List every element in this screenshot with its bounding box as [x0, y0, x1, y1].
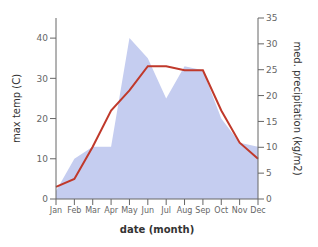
svg-text:Aug: Aug	[177, 206, 193, 215]
svg-text:Oct: Oct	[214, 206, 228, 215]
svg-text:med. precipitation (kg/m2): med. precipitation (kg/m2)	[292, 41, 303, 175]
svg-text:Jan: Jan	[49, 206, 62, 215]
svg-text:Apr: Apr	[104, 206, 119, 215]
svg-text:30: 30	[37, 74, 49, 84]
svg-text:25: 25	[266, 65, 277, 75]
svg-text:max temp (C): max temp (C)	[11, 74, 22, 143]
svg-text:15: 15	[266, 117, 277, 127]
svg-text:Mar: Mar	[85, 206, 101, 215]
svg-text:10: 10	[266, 142, 278, 152]
svg-text:0: 0	[42, 194, 48, 204]
svg-text:Jul: Jul	[160, 206, 171, 215]
svg-text:5: 5	[266, 168, 272, 178]
svg-text:20: 20	[266, 91, 278, 101]
svg-text:Sep: Sep	[195, 206, 210, 215]
svg-text:20: 20	[37, 114, 49, 124]
svg-text:30: 30	[266, 39, 278, 49]
svg-text:0: 0	[266, 194, 272, 204]
svg-text:10: 10	[37, 154, 49, 164]
svg-text:Feb: Feb	[67, 206, 81, 215]
svg-text:May: May	[121, 206, 138, 215]
svg-text:Jun: Jun	[141, 206, 155, 215]
svg-text:40: 40	[37, 33, 49, 43]
svg-text:35: 35	[266, 13, 277, 23]
svg-text:date (month): date (month)	[120, 224, 194, 235]
svg-text:Nov: Nov	[232, 206, 248, 215]
svg-text:Dec: Dec	[250, 206, 265, 215]
